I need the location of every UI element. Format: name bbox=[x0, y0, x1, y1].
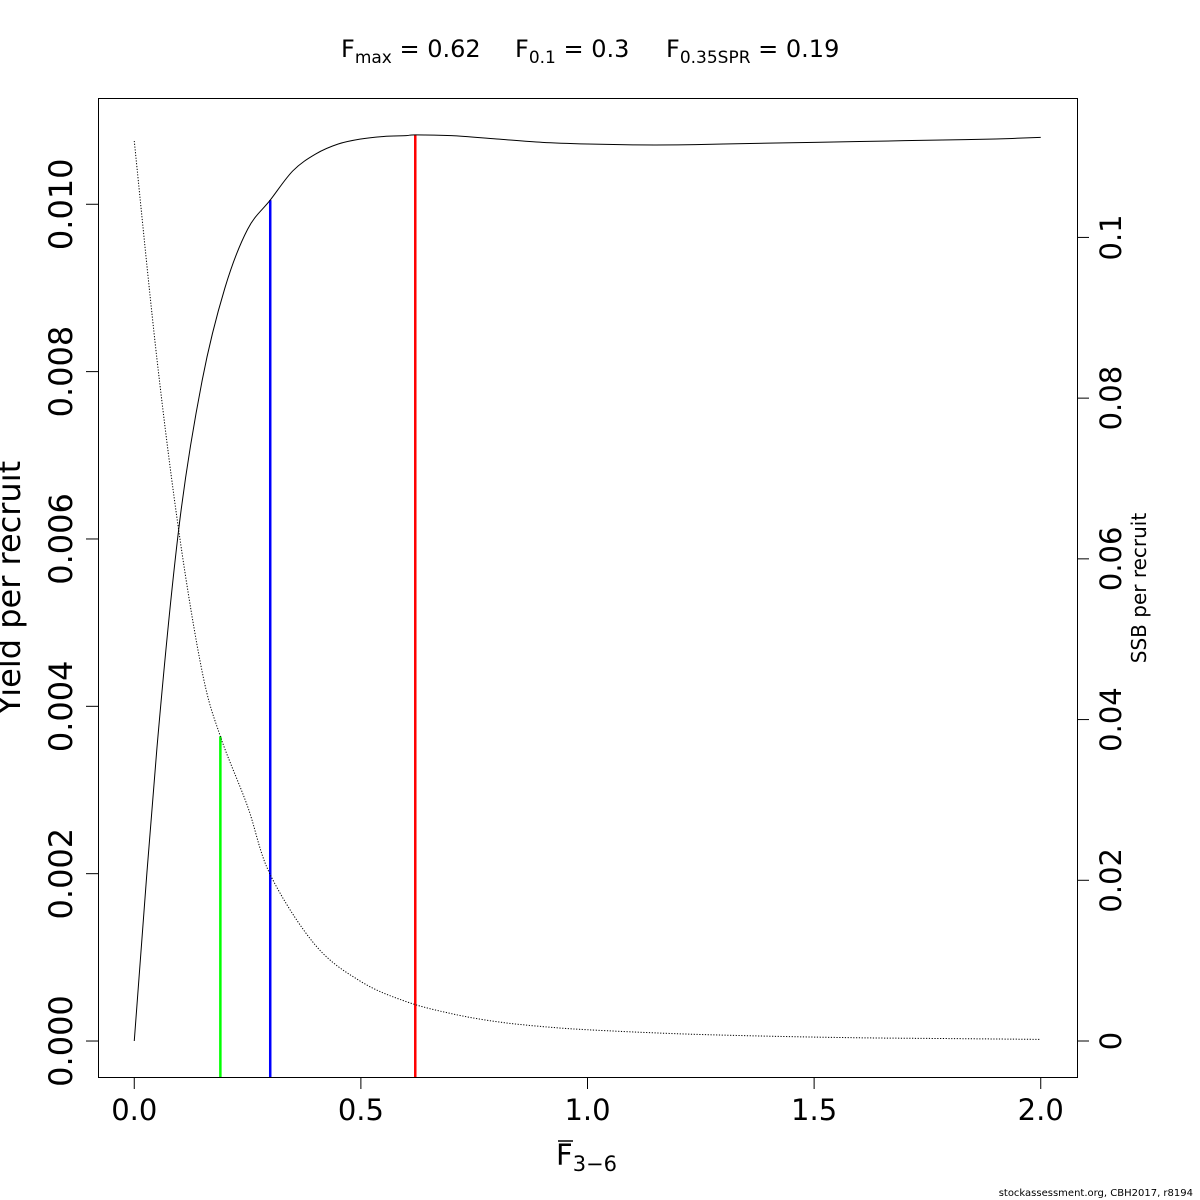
title-f035spr-subscript: 0.35SPR bbox=[680, 48, 751, 68]
title-f01-symbol: F bbox=[515, 35, 529, 63]
x-tick-label-3: 1.5 bbox=[791, 1093, 837, 1127]
title-f01-value: = 0.3 bbox=[556, 35, 630, 63]
title-f01: F0.1 = 0.3 bbox=[515, 35, 629, 68]
reference-lines bbox=[219, 134, 417, 1077]
x-axis-label-subscript: 3−6 bbox=[573, 1152, 617, 1176]
title-f01-subscript: 0.1 bbox=[529, 48, 556, 68]
y-left-tick-label-4: 0.008 bbox=[42, 326, 80, 418]
title-fmax: Fmax = 0.62 bbox=[341, 35, 481, 68]
y-left-tick-label-1: 0.002 bbox=[42, 828, 80, 920]
y-right-axis: 0 0.02 0.04 0.06 0.08 0.1 bbox=[1077, 214, 1128, 1050]
x-tick-label-4: 2.0 bbox=[1018, 1093, 1064, 1127]
title-f035spr-symbol: F bbox=[666, 35, 680, 63]
ssb-per-recruit-line bbox=[133, 140, 1041, 1040]
y-left-tick-label-0: 0.000 bbox=[42, 995, 80, 1087]
y-axis-right-label: SSB per recruit bbox=[1127, 513, 1151, 664]
y-axis-left-label: Yield per recruit bbox=[0, 461, 28, 716]
y-left-axis: 0.000 0.002 0.004 0.006 0.008 0.010 bbox=[42, 158, 98, 1087]
title-fmax-subscript: max bbox=[355, 48, 392, 68]
y-right-tick-label-3: 0.06 bbox=[1094, 527, 1128, 592]
yield-per-recruit-line bbox=[133, 134, 1041, 1042]
series-layer bbox=[133, 134, 1041, 1042]
x-axis-label-symbol: F bbox=[556, 1138, 573, 1172]
y-left-tick-label-5: 0.010 bbox=[42, 158, 80, 250]
y-right-tick-label-1: 0.02 bbox=[1094, 848, 1128, 913]
title-f035spr: F0.35SPR = 0.19 bbox=[666, 35, 839, 68]
x-axis: 0.0 0.5 1.0 1.5 2.0 bbox=[111, 1077, 1064, 1127]
title-fmax-value: = 0.62 bbox=[392, 35, 481, 63]
y-left-tick-label-2: 0.004 bbox=[42, 661, 80, 753]
footer-credit: stockassessment.org, CBH2017, r8194 bbox=[999, 1188, 1193, 1199]
y-right-tick-label-5: 0.1 bbox=[1094, 214, 1128, 260]
y-right-tick-label-4: 0.08 bbox=[1094, 366, 1128, 431]
y-right-tick-label-0: 0 bbox=[1094, 1032, 1128, 1050]
x-tick-label-0: 0.0 bbox=[111, 1093, 157, 1127]
x-tick-label-1: 0.5 bbox=[338, 1093, 384, 1127]
plot-frame bbox=[98, 98, 1078, 1078]
x-tick-label-2: 1.0 bbox=[564, 1093, 610, 1127]
title-fmax-symbol: F bbox=[341, 35, 355, 63]
y-left-tick-label-3: 0.006 bbox=[42, 493, 80, 585]
chart-title: Fmax = 0.62 F0.1 = 0.3 F0.35SPR = 0.19 bbox=[341, 35, 839, 68]
x-axis-label: F3−6 bbox=[556, 1138, 617, 1176]
title-f035spr-value: = 0.19 bbox=[751, 35, 840, 63]
y-right-tick-label-2: 0.04 bbox=[1094, 687, 1128, 752]
